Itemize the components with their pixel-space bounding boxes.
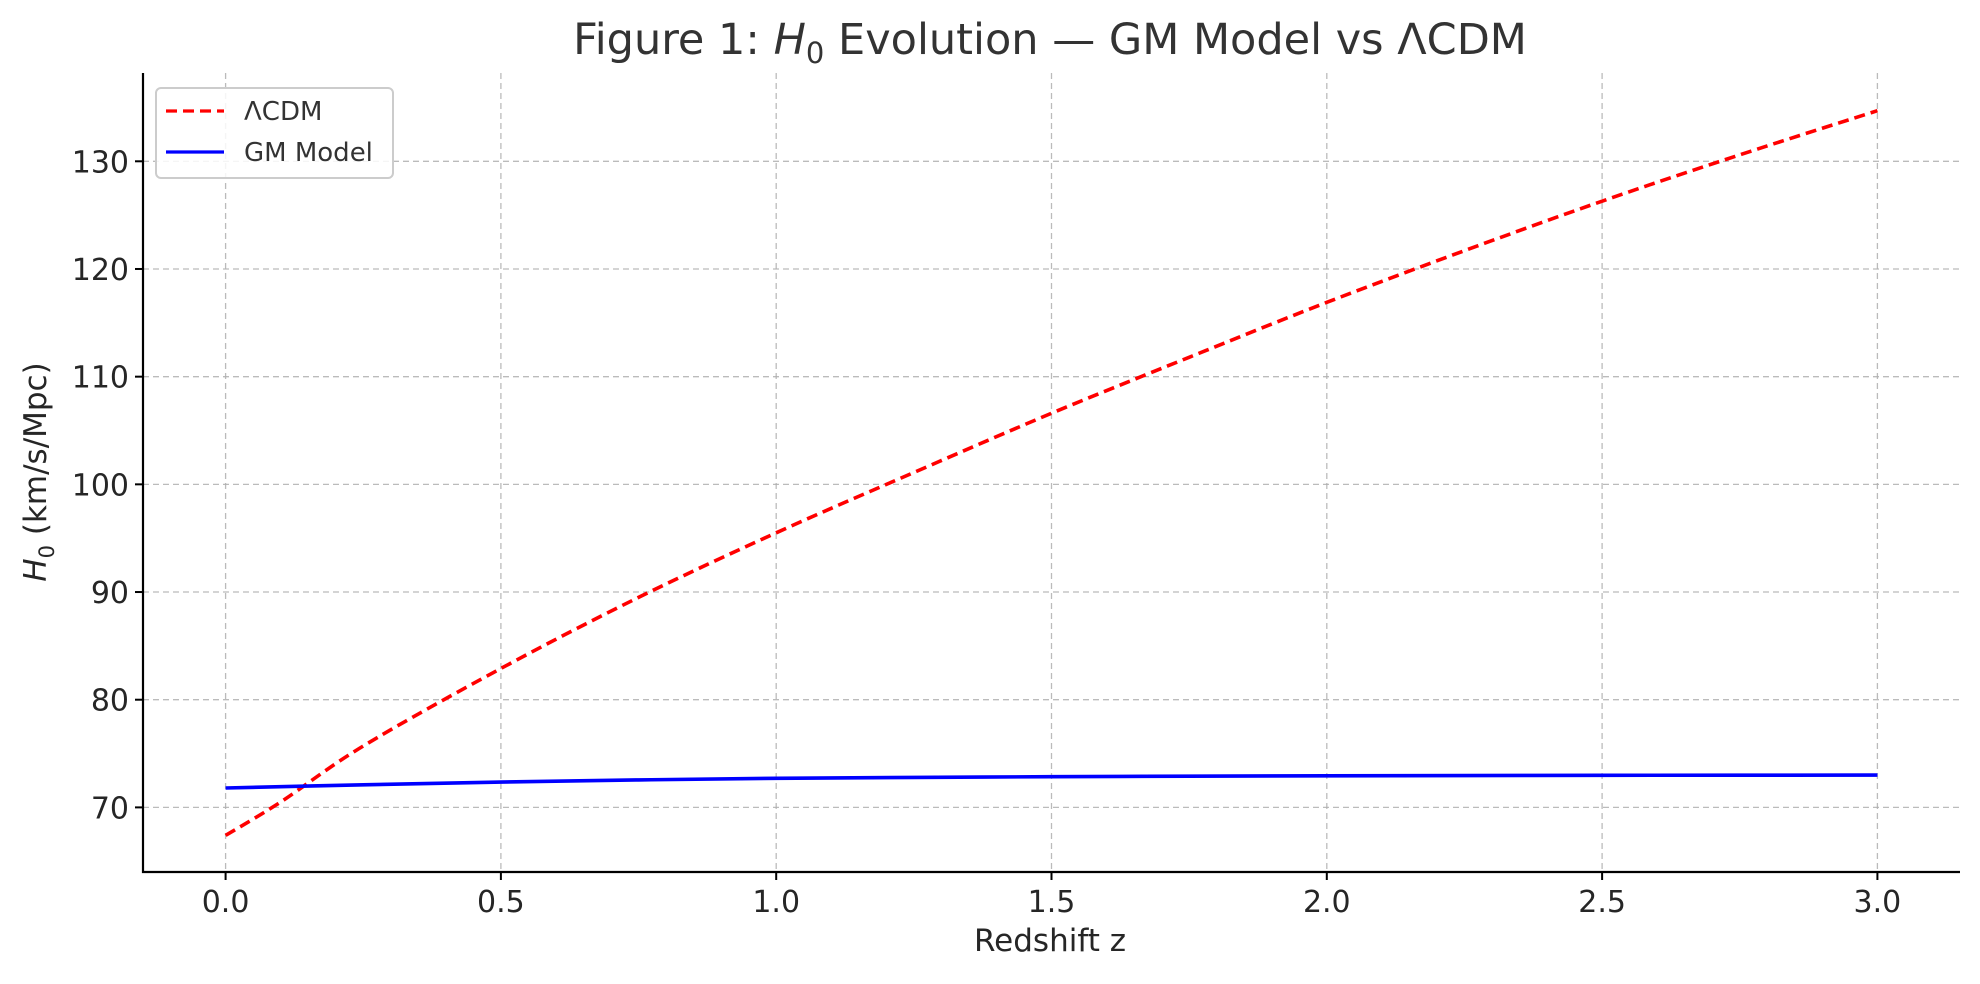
legend-frame <box>155 87 394 179</box>
legend-label-gm-model: GM Model <box>244 138 373 168</box>
grid-layer <box>143 73 1960 872</box>
y-tick-label: 120 <box>72 253 129 288</box>
y-tick-label: 90 <box>91 576 129 611</box>
chart-title: Figure 1: H0 Evolution — GM Model vs ΛCD… <box>573 15 1527 70</box>
legend-label-lcdm: ΛCDM <box>244 97 322 127</box>
x-axis-label: Redshift z <box>974 923 1126 959</box>
ticks-layer: 0.0 0.5 1.0 1.5 2.0 2.5 3.0 70 80 90 100 110 120 130 <box>72 145 1902 920</box>
axes-layer <box>141 73 1960 874</box>
y-tick-label: 70 <box>91 791 129 826</box>
axes-spines <box>141 73 1960 874</box>
x-tick-label: 2.5 <box>1578 885 1626 920</box>
x-tick-label: 1.0 <box>752 885 800 920</box>
series-line-gm-model <box>225 773 1878 790</box>
x-tick-label: 0.5 <box>477 885 525 920</box>
y-tick-label: 110 <box>72 361 129 396</box>
x-tick-label: 1.5 <box>1028 885 1076 920</box>
legend: ΛCDM GM Model <box>155 87 394 179</box>
x-tick-label: 2.0 <box>1303 885 1351 920</box>
series-line-lcdm <box>224 108 1878 837</box>
series-layer <box>224 108 1878 837</box>
x-tick-label: 0.0 <box>202 885 250 920</box>
x-tick-label: 3.0 <box>1854 885 1902 920</box>
y-axis-label: H0 (km/s/Mpc) <box>18 362 59 581</box>
y-tick-label: 100 <box>72 468 129 503</box>
y-tick-label: 80 <box>91 684 129 719</box>
y-tick-label: 130 <box>72 145 129 180</box>
